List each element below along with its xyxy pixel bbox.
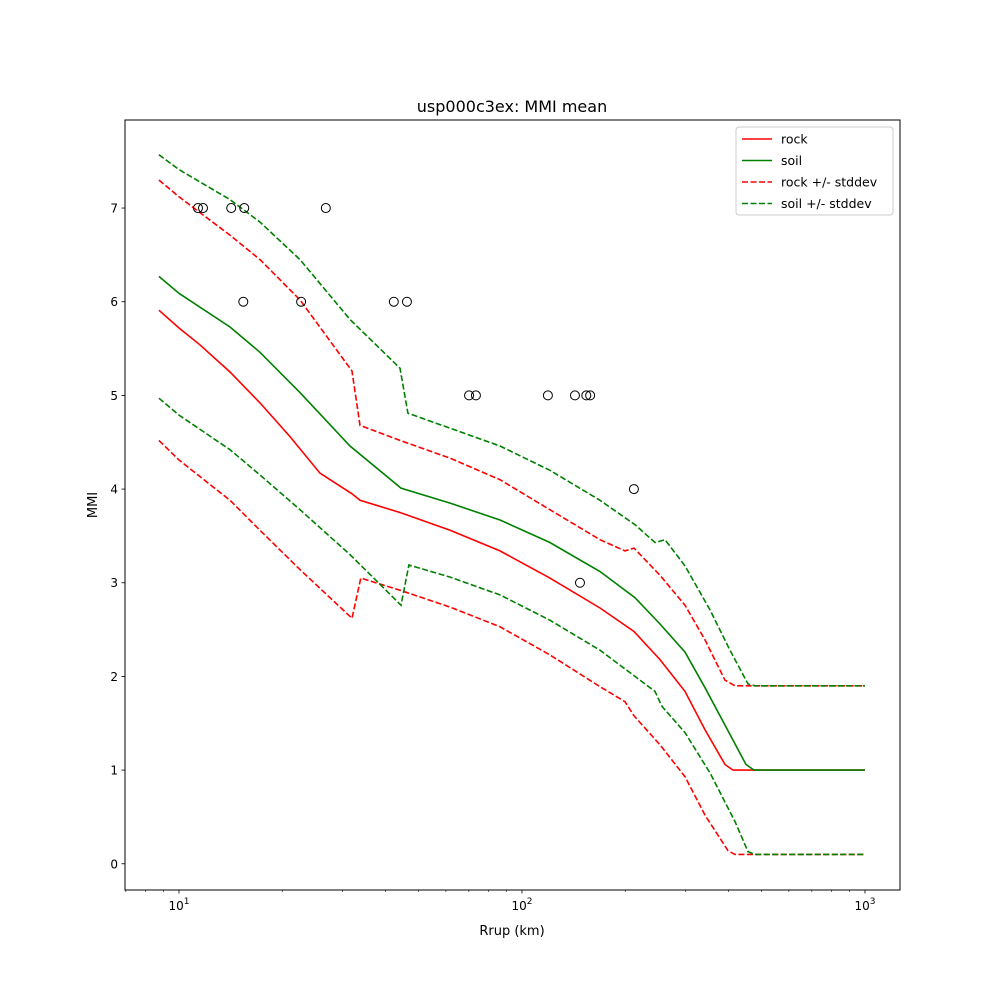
series-line-0 bbox=[158, 309, 865, 771]
series-line-2 bbox=[158, 179, 865, 687]
y-axis: 0 1 2 3 4 5 6 7 bbox=[110, 202, 125, 871]
x-axis-label: Rrup (km) bbox=[479, 924, 544, 939]
series-line-3 bbox=[158, 439, 865, 856]
observation-point bbox=[628, 484, 639, 495]
y-tick-label: 5 bbox=[110, 389, 118, 403]
y-tick-label: 6 bbox=[110, 295, 118, 309]
x-tick-label: 101 bbox=[168, 897, 189, 913]
series-lines bbox=[158, 154, 865, 856]
observation-point bbox=[296, 296, 307, 307]
y-tick-label: 4 bbox=[110, 483, 118, 497]
legend-label: soil bbox=[781, 153, 802, 168]
chart-title: usp000c3ex: MMI mean bbox=[417, 97, 607, 116]
x-tick-label: 102 bbox=[511, 897, 532, 913]
observation-point bbox=[388, 296, 399, 307]
y-tick-label: 0 bbox=[110, 857, 118, 871]
observation-point bbox=[401, 296, 412, 307]
observation-point bbox=[464, 390, 475, 401]
observation-point bbox=[542, 390, 553, 401]
y-tick-label: 3 bbox=[110, 576, 118, 590]
series-line-4 bbox=[158, 154, 865, 687]
observation-point bbox=[198, 203, 209, 214]
observation-point bbox=[470, 390, 481, 401]
observation-point bbox=[581, 390, 592, 401]
y-tick-label: 1 bbox=[110, 764, 118, 778]
legend-label: rock +/- stddev bbox=[781, 175, 878, 190]
observation-point bbox=[574, 577, 585, 588]
legend-label: rock bbox=[781, 132, 808, 147]
legend-label: soil +/- stddev bbox=[781, 196, 872, 211]
y-axis-label: MMI bbox=[86, 492, 101, 518]
legend-box bbox=[735, 126, 894, 216]
plot-frame bbox=[124, 119, 901, 891]
observation-points bbox=[192, 203, 639, 588]
observation-point bbox=[238, 296, 249, 307]
legend: rock soil rock +/- stddev soil +/- stddev bbox=[735, 126, 894, 216]
x-axis: 101 102 103 bbox=[125, 890, 875, 913]
observation-point bbox=[569, 390, 580, 401]
x-tick-label: 103 bbox=[854, 897, 875, 913]
observation-point bbox=[226, 203, 237, 214]
observation-point bbox=[239, 203, 250, 214]
observation-point bbox=[585, 390, 596, 401]
y-tick-label: 7 bbox=[110, 202, 118, 216]
series-line-5 bbox=[158, 397, 865, 856]
y-tick-label: 2 bbox=[110, 670, 118, 684]
observation-point bbox=[192, 203, 203, 214]
observation-point bbox=[320, 203, 331, 214]
series-line-1 bbox=[158, 275, 865, 771]
